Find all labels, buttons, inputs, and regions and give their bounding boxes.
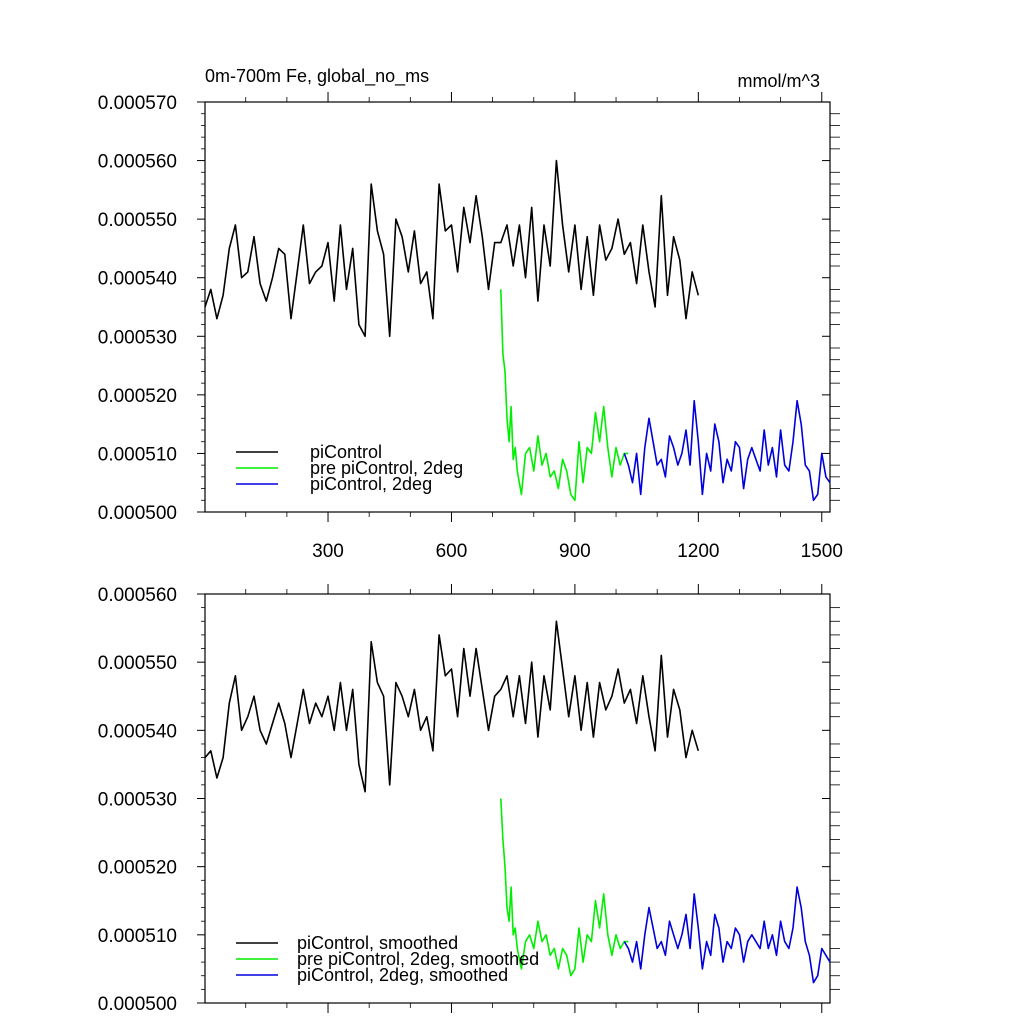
plot-frame — [204, 101, 831, 513]
y-tick-label: 0.000550 — [98, 653, 177, 674]
y-tick-label: 0.000540 — [98, 721, 177, 742]
panel-raw: 300 600 900 1200 1500 0.000500 0.000510 0.00052… — [98, 92, 843, 562]
title-left: 0m-700m Fe, global_no_ms — [205, 66, 429, 87]
y-tick-label: 0.000500 — [98, 503, 177, 524]
y-tick-label: 0.000510 — [98, 926, 177, 947]
series-line-0 — [204, 620, 700, 793]
series-line-1 — [500, 289, 629, 502]
x-tick-label: 600 — [436, 541, 468, 562]
series-line-0 — [204, 159, 700, 338]
series-line-2 — [623, 886, 831, 984]
y-tick-label: 0.000500 — [98, 994, 177, 1015]
legend-label-2: piControl, 2deg — [310, 474, 432, 494]
title-right: mmol/m^3 — [738, 71, 820, 91]
legend-label-1: pre piControl, 2deg, smoothed — [297, 949, 539, 969]
legend-label-2: piControl, 2deg, smoothed — [297, 965, 508, 985]
y-tick-label: 0.000560 — [98, 585, 177, 606]
y-tick-label: 0.000530 — [98, 327, 177, 348]
x-tick-label: 1500 — [801, 541, 843, 562]
series-line-1 — [500, 798, 629, 977]
y-tick-label: 0.000540 — [98, 269, 177, 290]
series-line-2 — [623, 399, 831, 502]
x-tick-label: 300 — [312, 541, 344, 562]
x-tick-label: 1200 — [677, 541, 719, 562]
y-tick-label: 0.000510 — [98, 444, 177, 465]
legend-label-0: piControl — [310, 442, 382, 462]
y-tick-label: 0.000550 — [98, 210, 177, 231]
y-tick-label: 0.000530 — [98, 790, 177, 811]
y-tick-label: 0.000520 — [98, 858, 177, 879]
y-tick-label: 0.000560 — [98, 152, 177, 173]
legend-label-1: pre piControl, 2deg — [310, 458, 463, 478]
y-tick-label: 0.000570 — [98, 93, 177, 114]
x-tick-label: 900 — [559, 541, 591, 562]
panel-smoothed: 0.000500 0.000510 0.000520 0.000530 0.000540… — [98, 584, 840, 1015]
y-tick-label: 0.000520 — [98, 386, 177, 407]
legend-label-0: piControl, smoothed — [297, 933, 458, 953]
